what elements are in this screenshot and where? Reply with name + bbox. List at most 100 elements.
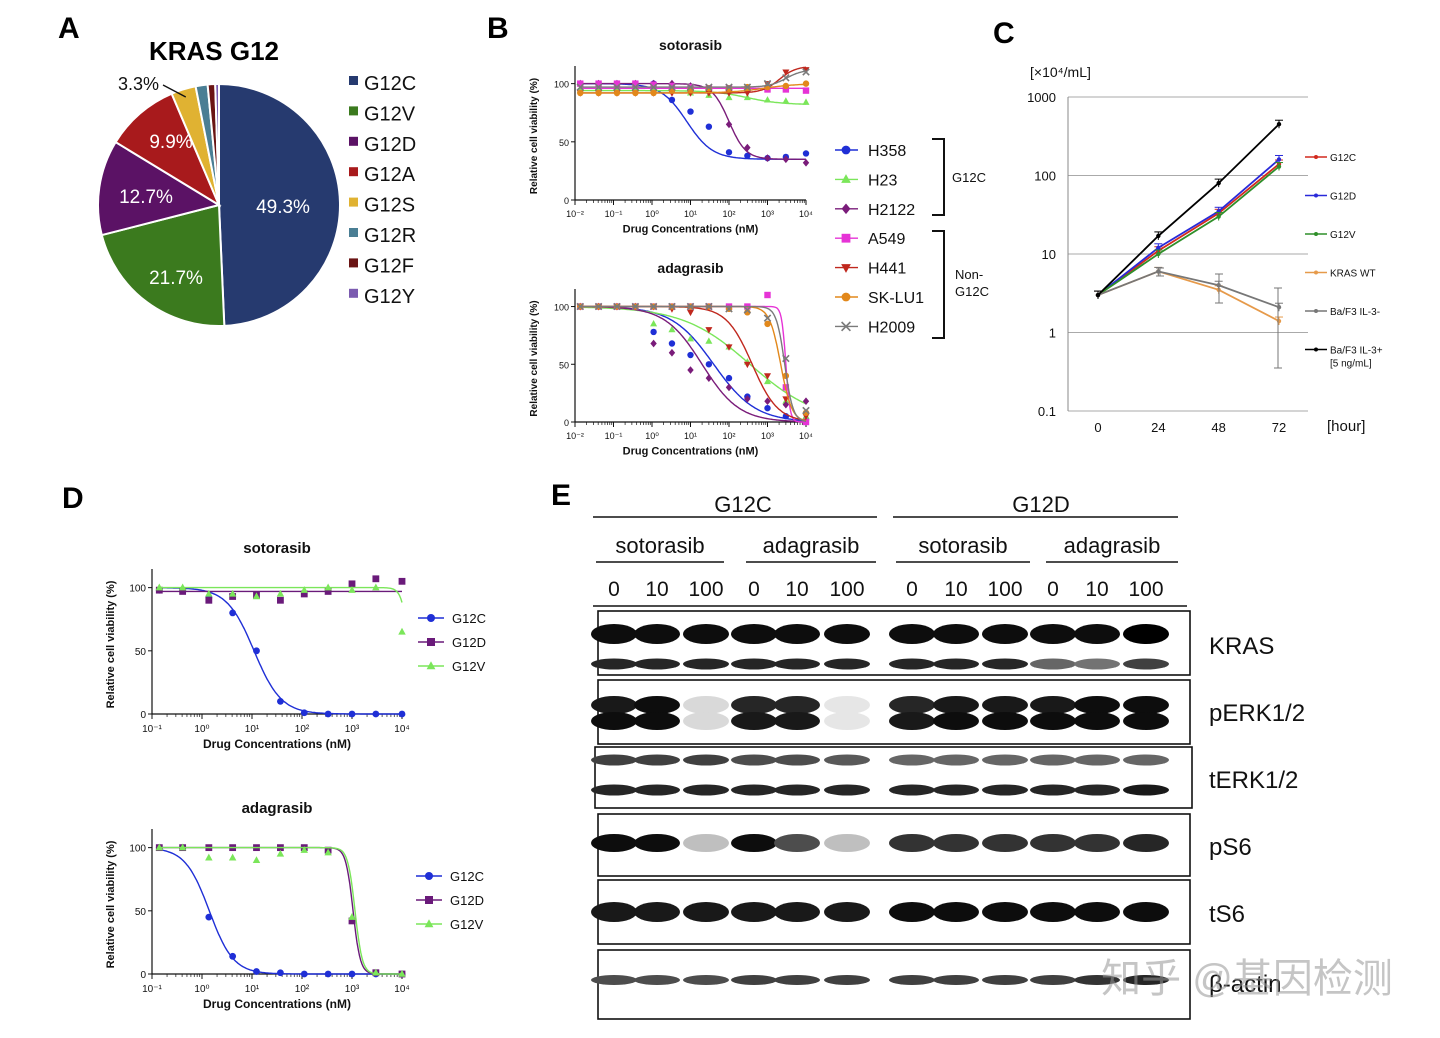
data-point <box>802 87 810 94</box>
legend-label: H441 <box>868 261 906 278</box>
y-tick-label: 0.1 <box>1038 404 1056 419</box>
data-point <box>650 320 658 327</box>
x-tick-label: 24 <box>1151 420 1165 435</box>
blot-band <box>982 658 1028 670</box>
x-tick-label: 48 <box>1211 420 1225 435</box>
x-axis-label: Drug Concentrations (nM) <box>203 737 351 751</box>
data-point <box>252 856 261 863</box>
pie-slice-label: 12.7% <box>119 187 173 208</box>
x-tick-label: 10² <box>722 209 735 219</box>
fit-curve-h441 <box>580 305 807 421</box>
data-point <box>205 589 213 597</box>
data-point <box>705 327 713 334</box>
data-point-stroke <box>686 302 695 311</box>
panel-label-c: C <box>993 17 1015 50</box>
legend-marker <box>1314 347 1318 352</box>
data-point <box>841 174 851 183</box>
data-point <box>687 351 694 359</box>
data-point <box>763 314 772 322</box>
data-point-stroke <box>743 83 752 91</box>
y-tick-label: 50 <box>559 360 569 370</box>
legend-b: H358 H23 H2122 A549 H441 SK-LU1 H2009 G12C Non- G… <box>835 138 989 339</box>
x-tick-label: 10⁰ <box>645 431 659 441</box>
data-point <box>594 83 603 91</box>
blot-band <box>982 624 1028 644</box>
data-point <box>668 302 676 311</box>
legend-label: H358 <box>868 143 906 160</box>
series-line <box>1097 158 1280 296</box>
fit-curve-g12v <box>159 846 402 975</box>
blot-band <box>1123 712 1169 730</box>
blot-band <box>634 975 680 985</box>
y-tick-label: 100 <box>129 584 146 595</box>
x-tick-label: 10² <box>295 724 310 735</box>
data-point <box>705 83 713 91</box>
x-tick-label: 0 <box>1094 420 1101 435</box>
plot-d-adagrasib: adagrasib 0 50 100 10⁻¹ 10⁰ 10¹ 10² 10³ 10⁴ Drug C… <box>105 800 484 1011</box>
data-point <box>687 108 694 115</box>
data-point <box>324 970 332 978</box>
data-point <box>277 596 284 604</box>
data-point <box>841 203 851 215</box>
dose-label: 0 <box>748 578 760 601</box>
legend-label: H2122 <box>868 202 915 219</box>
blot-band <box>683 975 729 985</box>
data-point <box>649 83 658 91</box>
pie-slice-label: 49.3% <box>256 197 310 218</box>
legend-label: KRAS WT <box>1330 269 1376 280</box>
blot-band <box>683 784 729 796</box>
data-point <box>764 154 771 162</box>
data-point <box>782 86 790 93</box>
blot-row-label: KRAS <box>1209 633 1274 660</box>
legend-label: G12Y <box>364 286 415 308</box>
pie-title: KRAS G12 <box>149 36 279 66</box>
y-tick-label: 50 <box>559 138 569 148</box>
blot-band <box>1123 696 1169 714</box>
y-tick-label: 0 <box>140 710 146 721</box>
data-point <box>763 96 772 103</box>
pie-slice-g12y <box>214 82 220 206</box>
blot-band <box>1030 712 1076 730</box>
dose-label: 0 <box>906 578 918 601</box>
drug-label: sotorasib <box>615 533 704 558</box>
data-point <box>782 400 790 409</box>
plot-d-sotorasib: sotorasib 0 50 100 10⁻¹ 10⁰ 10¹ 10² 10³ 10⁴ Drug C… <box>105 540 486 751</box>
data-point <box>764 397 771 406</box>
y-axis-label: Relative cell viability (%) <box>529 300 540 416</box>
data-point <box>613 302 621 311</box>
data-point <box>650 89 657 97</box>
legend-marker <box>1314 232 1318 236</box>
x-tick-label: 10⁻¹ <box>142 724 162 735</box>
data-point <box>613 89 621 97</box>
data-point <box>425 896 433 904</box>
panel-label-d: D <box>62 482 84 515</box>
blot-band <box>731 624 777 644</box>
data-point-stroke <box>631 83 640 91</box>
data-point <box>744 152 751 159</box>
data-point <box>802 67 810 74</box>
data-point-stroke <box>782 74 790 82</box>
blot-row-label: tS6 <box>1209 901 1245 928</box>
data-point <box>725 120 733 129</box>
legend-swatch <box>349 76 358 85</box>
blot-band <box>1123 975 1169 985</box>
data-point <box>743 83 752 91</box>
bracket <box>932 230 945 339</box>
data-point <box>705 337 713 344</box>
legend-swatch <box>349 228 358 237</box>
data-point <box>178 583 187 591</box>
legend-swatch <box>349 258 358 268</box>
dose-label: 100 <box>987 578 1022 601</box>
blot-band <box>824 834 870 852</box>
blot-band <box>1030 902 1076 922</box>
blot-band <box>889 658 935 670</box>
data-point <box>631 83 640 91</box>
data-point <box>686 302 695 311</box>
blot-band <box>982 696 1028 714</box>
data-point <box>725 305 733 313</box>
blot-band <box>889 754 935 766</box>
dose-label: 0 <box>608 578 620 601</box>
data-point <box>324 583 332 591</box>
blot-band <box>1123 834 1169 852</box>
series-line <box>1097 270 1280 309</box>
